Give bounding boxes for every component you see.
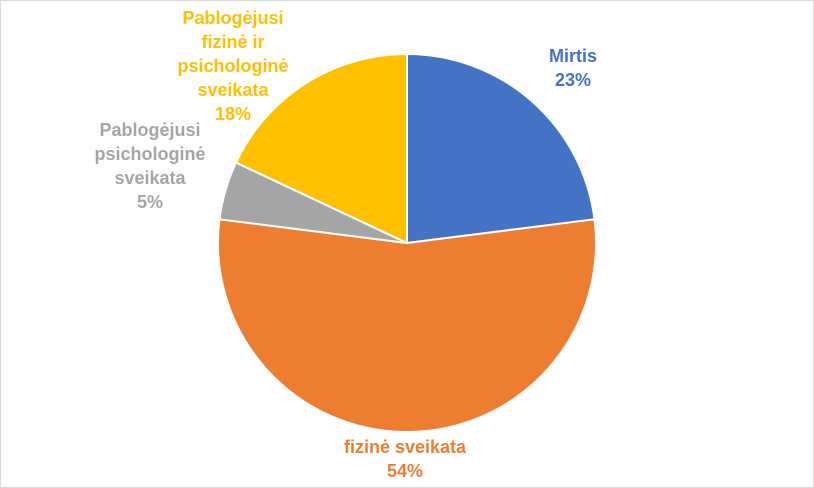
slice-label-abi-value: 18% bbox=[214, 104, 252, 124]
slice-label-abi-line3: psichologinė bbox=[177, 56, 289, 76]
slice-label-fizine: fizinė sveikata 54% bbox=[310, 435, 500, 483]
slice-label-psichologine-value: 5% bbox=[136, 192, 163, 212]
slice-label-psichologine-line2: psichologinė bbox=[94, 144, 206, 164]
slice-label-abi: Pablogėjusi fizinė ir psichologinė sveik… bbox=[168, 6, 298, 126]
slice-label-psichologine-line3: sveikata bbox=[114, 168, 186, 188]
slice-label-abi-line1: Pablogėjusi bbox=[182, 8, 284, 28]
slice-label-fizine-name: fizinė sveikata bbox=[343, 437, 467, 457]
pie-slice-1 bbox=[217, 218, 597, 433]
slice-label-mirtis-value: 23% bbox=[554, 70, 592, 90]
slice-label-mirtis-name: Mirtis bbox=[548, 46, 597, 66]
slice-label-psichologine-line1: Pablogėjusi bbox=[99, 120, 201, 140]
pie-slice-3 bbox=[234, 52, 408, 245]
slice-label-abi-line4: sveikata bbox=[197, 80, 269, 100]
slice-label-fizine-value: 54% bbox=[386, 461, 424, 481]
slice-label-psichologine: Pablogėjusi psichologinė sveikata 5% bbox=[85, 118, 215, 214]
pie-slice-0 bbox=[406, 52, 596, 245]
slice-label-mirtis: Mirtis 23% bbox=[528, 44, 618, 92]
slice-label-abi-line2: fizinė ir bbox=[201, 32, 265, 52]
